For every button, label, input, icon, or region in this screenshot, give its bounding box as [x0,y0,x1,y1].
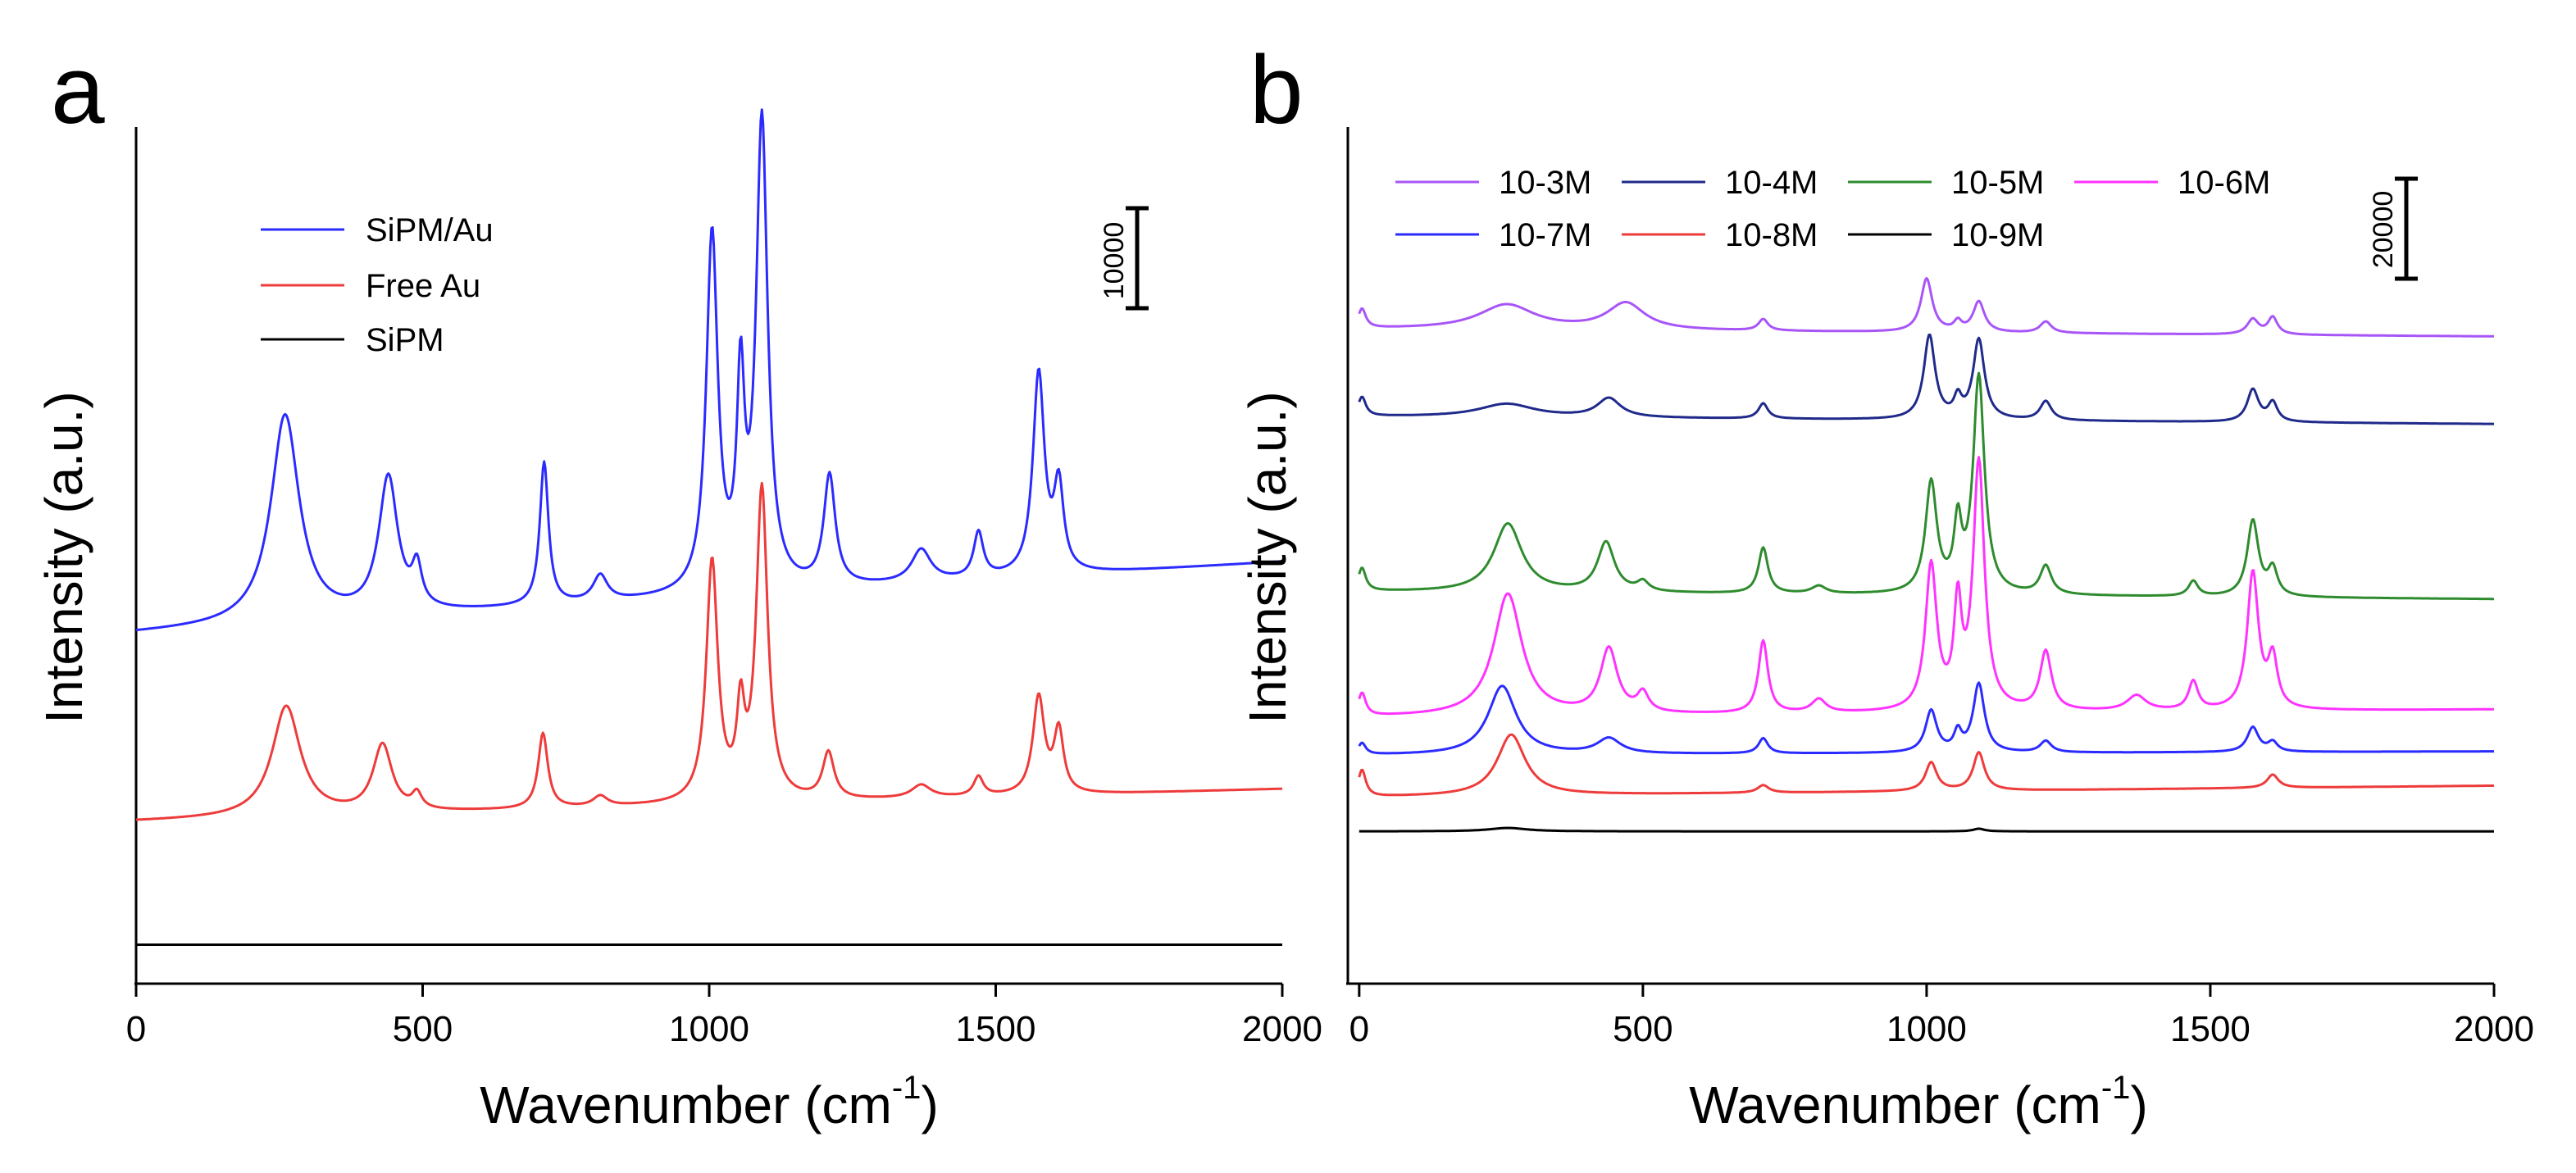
legend-label-10-4m: 10-4M [1725,165,1818,201]
legend-label-10-3m: 10-3M [1499,165,1591,201]
panel-b-x-ticks: 0 500 1000 1500 2000 [1349,984,2534,1049]
legend-label-10-9m: 10-9M [1951,217,2044,253]
panel-b: b 0 500 1000 1500 2000 Intensity (a.u.) Wave… [1238,36,2534,1134]
panel-a-label: a [51,36,105,144]
panel-b-series-10-8m [1358,733,2495,797]
panel-b-x-title-sup: -1 [2101,1070,2131,1106]
panel-a-series-sipm-au [135,108,1283,632]
panel-a-y-title: Intensity (a.u.) [34,391,93,724]
legend-label-10-6m: 10-6M [2178,165,2270,201]
legend-label-free-au: Free Au [366,268,480,304]
panel-b-y-title: Intensity (a.u.) [1238,391,1297,724]
legend-label-10-5m: 10-5M [1951,165,2044,201]
scale-bar-b-label: 20000 [2368,191,2399,269]
panel-a-x-tick-label-500: 500 [393,1009,453,1049]
panel-a-legend: SiPM/Au Free Au SiPM [261,212,494,358]
panel-b-x-tick-label-1000: 1000 [1886,1009,1967,1049]
panel-b-series-10-6m [1358,456,2495,716]
panel-b-x-tick-label-2000: 2000 [2454,1009,2534,1049]
panel-b-x-title-close: ) [2130,1075,2147,1134]
panel-a-x-tick-label-0: 0 [126,1009,146,1049]
panel-b-x-tick-label-0: 0 [1349,1009,1369,1049]
panel-a-series-free-au [135,481,1283,821]
panel-a-x-title-main: Wavenumber (cm [480,1075,892,1134]
panel-b-series-10-4m [1358,333,2495,425]
panel-b-x-title-main: Wavenumber (cm [1689,1075,2101,1134]
panel-b-series-10-7m [1358,681,2495,755]
panel-b-x-title: Wavenumber (cm-1) [1689,1070,2148,1134]
panel-a-x-tick-label-2000: 2000 [1242,1009,1322,1049]
panel-a-x-ticks: 0 500 1000 1500 2000 [126,984,1322,1049]
scale-bar-a-label: 10000 [1099,222,1130,300]
panel-a-x-title-sup: -1 [892,1070,922,1106]
panel-b-scale-bar: 20000 [2368,176,2418,281]
panel-a-x-title: Wavenumber (cm-1) [480,1070,939,1134]
panel-b-x-tick-label-500: 500 [1613,1009,1673,1049]
legend-label-10-8m: 10-8M [1725,217,1818,253]
panel-a-series-group [135,108,1283,946]
panel-a-x-tick-label-1000: 1000 [669,1009,749,1049]
panel-b-series-group [1358,277,2495,833]
panel-b-x-tick-label-1500: 1500 [2170,1009,2251,1049]
panel-b-label: b [1249,36,1304,144]
panel-b-series-10-3m [1358,277,2495,338]
panel-b-legend: 10-3M 10-4M 10-5M 10-6M 10-7M 10-8M 10-9… [1395,165,2270,253]
panel-a-scale-bar: 10000 [1099,206,1149,311]
panel-a-x-tick-label-1500: 1500 [956,1009,1036,1049]
legend-label-sipm: SiPM [366,322,444,358]
panel-b-series-10-5m [1358,371,2495,601]
panel-a: a 0 500 1000 1500 2000 Intensity (a.u.) Wave… [34,36,1322,1134]
legend-label-10-7m: 10-7M [1499,217,1591,253]
legend-label-sipm-au: SiPM/Au [366,212,494,248]
panel-b-series-10-9m [1359,826,2495,833]
panel-a-x-title-close: ) [921,1075,938,1134]
